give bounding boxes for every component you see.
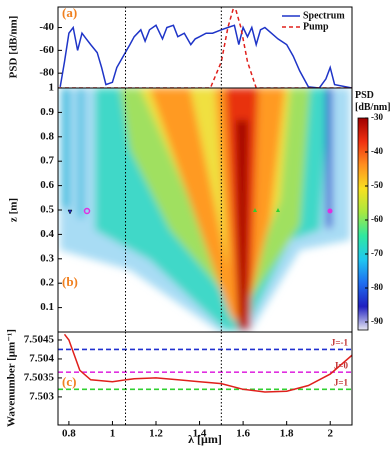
colorbar-tick-label: -50: [371, 180, 383, 190]
panel-label: (c): [62, 374, 76, 389]
y-tick-label: -40: [39, 21, 54, 33]
panel-frame: [57, 331, 353, 426]
x-tick-label: 1.6: [236, 428, 250, 440]
colorbar-tick-label: -30: [371, 112, 383, 122]
y-tick-label: 0.8: [40, 130, 54, 142]
y-tick-label: 0.2: [40, 277, 54, 289]
panel: [58, 333, 352, 393]
y-tick-label: 7.503: [29, 390, 54, 402]
x-tick-label: 2: [327, 428, 333, 440]
level-label: J=1: [334, 377, 349, 387]
x-tick-label: 1: [110, 428, 116, 440]
level-label: J=-1: [331, 338, 349, 348]
series-line: [59, 24, 352, 88]
colorbar-tick-label: -40: [371, 146, 383, 156]
x-tick-label: 1.2: [149, 428, 163, 440]
legend-label: Pump: [303, 21, 329, 32]
y-axis-label: Wavenumber [μm⁻¹]: [6, 329, 18, 427]
legend-box: [279, 10, 347, 34]
series-line: [63, 333, 352, 393]
y-tick-label: 7.5045: [24, 334, 55, 346]
colorbar-tick-label: -60: [371, 214, 383, 224]
panel: [58, 7, 352, 88]
y-tick-label: 1: [49, 82, 55, 94]
x-tick-label: 1.8: [280, 428, 294, 440]
y-tick-label: 0.4: [40, 228, 54, 240]
colorbar-tick-label: -90: [371, 316, 383, 326]
level-label: J=0: [334, 360, 349, 370]
y-tick-label: 0.3: [40, 252, 54, 264]
y-tick-label: 7.504: [29, 352, 54, 364]
colorbar-label: PSD [dB/nm]: [355, 90, 390, 113]
x-axis-label: λ [μm]: [188, 432, 222, 446]
y-tick-label: 7.5035: [24, 371, 55, 383]
y-tick-label: -60: [39, 44, 54, 56]
y-tick-label: 0.1: [40, 301, 54, 313]
y-tick-label: 0.7: [40, 155, 54, 167]
colorbar: [357, 117, 369, 331]
y-tick-label: 0.5: [40, 204, 54, 216]
y-axis-label: z [m]: [8, 198, 20, 222]
y-tick-label: -80: [39, 67, 54, 79]
legend-label: Spectrum: [303, 10, 345, 21]
series-line: [58, 7, 352, 88]
x-tick-label: 0.8: [62, 428, 76, 440]
panel-label: (b): [62, 274, 78, 289]
colorbar-tick-label: -80: [371, 282, 383, 292]
y-tick-label: 0.6: [40, 179, 54, 191]
x-tick-label: 1.4: [193, 428, 207, 440]
panel-label: (a): [62, 5, 77, 20]
colorbar-tick-label: -70: [371, 248, 383, 258]
y-tick-label: 0.9: [40, 106, 54, 118]
y-axis-label: PSD [dB/nm]: [8, 16, 20, 79]
heatmap: [58, 88, 352, 332]
